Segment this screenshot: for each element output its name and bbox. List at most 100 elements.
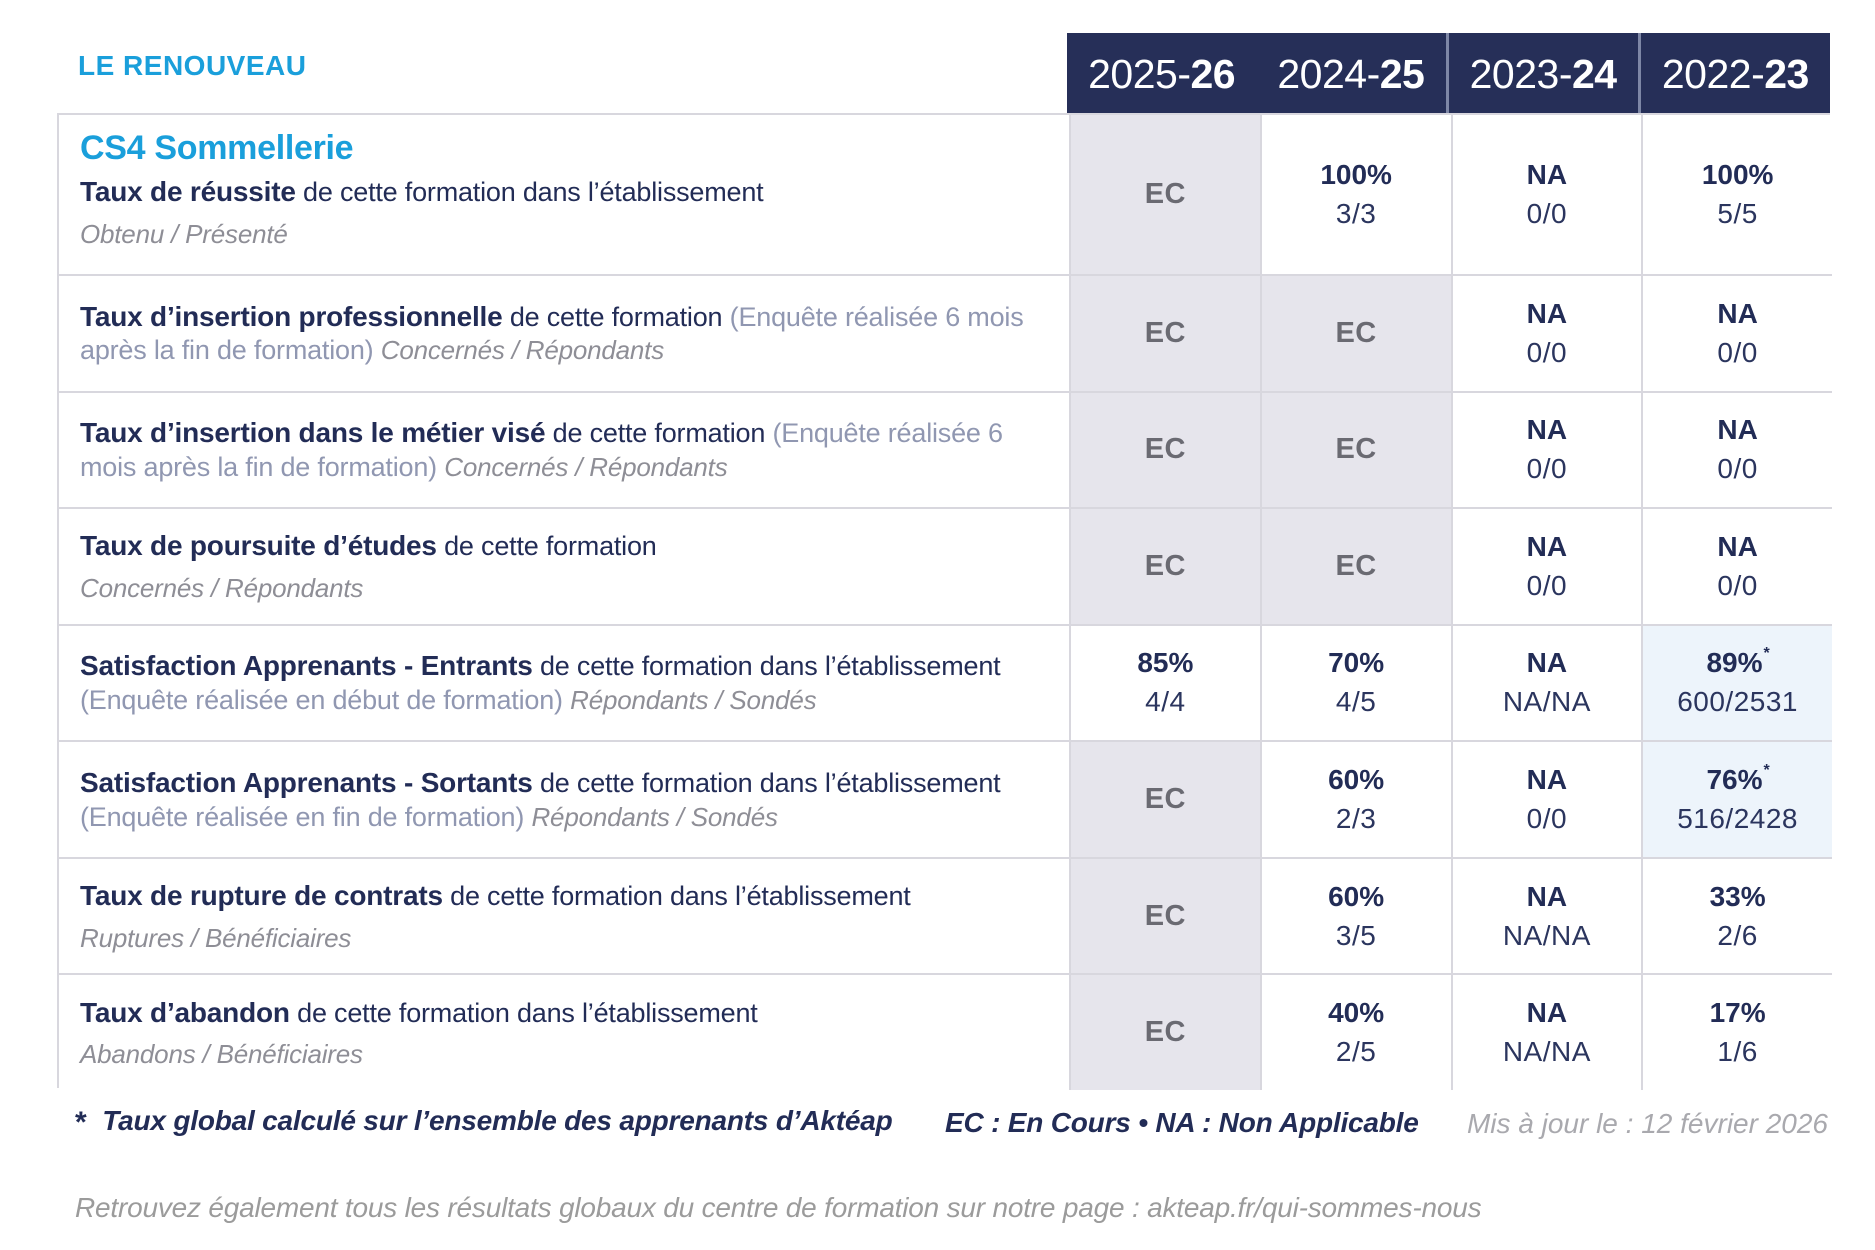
metric-label-cell: CS4 Sommellerie Taux de réussite de cette… <box>59 115 1069 274</box>
percentage-value: 85% <box>1137 647 1193 679</box>
metric-label-cell: Taux de poursuite d’études de cette form… <box>59 507 1069 624</box>
metric-value-cell: NA 0/0 <box>1641 390 1832 508</box>
year-prefix: 2024- <box>1277 50 1380 97</box>
percentage-value: NA <box>1527 997 1567 1029</box>
fraction-value: 4/4 <box>1145 686 1186 718</box>
percentage-text: NA <box>1717 297 1758 329</box>
percentage-value: NA <box>1527 298 1567 330</box>
metric-label: Taux de rupture de contrats de cette for… <box>80 878 1043 954</box>
year-header-row: 2025- 26 2024- 25 2023- 24 2022- 23 <box>1067 33 1830 115</box>
metric-description: de cette formation <box>444 531 657 562</box>
percentage-value: NA <box>1527 531 1567 563</box>
percentage-text: 100% <box>1701 159 1774 190</box>
percentage-value: NA <box>1717 531 1757 563</box>
metric-ratio-caption: Répondants / Sondés <box>531 801 778 832</box>
course-title: CS4 Sommellerie <box>80 129 354 167</box>
percentage-value: 100% <box>1702 159 1774 191</box>
metric-label-cell: Taux de rupture de contrats de cette for… <box>59 856 1069 974</box>
metric-value-cell: NA 0/0 <box>1641 274 1832 391</box>
percentage-text: NA <box>1526 159 1568 190</box>
metric-value-cell: NA 0/0 <box>1450 390 1642 508</box>
establishment-name: LE RENOUVEAU <box>78 50 307 81</box>
year-prefix: 2022- <box>1661 50 1765 97</box>
metric-label: Taux de poursuite d’études de cette form… <box>80 528 1043 604</box>
percentage-text: NA <box>1526 880 1568 912</box>
metric-ratio-caption: Concernés / Répondants <box>444 451 728 482</box>
fraction-value: NA/NA <box>1502 1036 1591 1068</box>
percentage-value: 76%* <box>1706 762 1769 796</box>
percentage-text: NA <box>1526 530 1568 562</box>
metric-description: de cette formation dans l’établissement <box>303 177 764 207</box>
metric-value-cell: EC <box>1069 390 1260 508</box>
fraction-value: 600/2531 <box>1677 686 1799 718</box>
metric-label: Satisfaction Apprenants - Entrants de ce… <box>80 648 1043 718</box>
percentage-text: 70% <box>1328 647 1385 679</box>
metric-label-cell: Satisfaction Apprenants - Entrants de ce… <box>59 623 1069 741</box>
metric-title: Taux de réussite <box>80 176 296 207</box>
year-column-header: 2022- 23 <box>1637 33 1830 115</box>
metric-label-cell: Taux d’insertion dans le métier visé de … <box>59 390 1069 508</box>
metric-value-cell: NA 0/0 <box>1450 115 1642 274</box>
in-progress-value: EC <box>1144 783 1187 816</box>
fraction-value: 0/0 <box>1717 569 1758 601</box>
metric-title: Satisfaction Apprenants - Entrants <box>80 650 533 682</box>
metric-value-cell: 70% 4/5 <box>1259 623 1451 741</box>
last-updated-date: Mis à jour le : 12 février 2026 <box>1466 1108 1828 1139</box>
year-suffix: 26 <box>1190 50 1236 97</box>
metric-description: de cette formation dans l’établissement <box>539 651 1001 682</box>
in-progress-value: EC <box>1335 433 1377 466</box>
fraction-value: 3/3 <box>1335 198 1377 229</box>
percentage-text: NA <box>1717 414 1758 446</box>
metric-description: de cette formation dans l’établissement <box>297 997 758 1028</box>
percentage-value: NA <box>1527 881 1567 913</box>
percentage-value: 40% <box>1328 997 1384 1029</box>
metric-survey-note: (Enquête réalisée en fin de formation) <box>80 801 525 832</box>
percentage-text: NA <box>1526 414 1568 446</box>
metric-value-cell: EC <box>1069 740 1260 857</box>
metric-description: de cette formation <box>509 301 723 332</box>
fraction-value: 1/6 <box>1717 1036 1758 1068</box>
year-column-header: 2024- 25 <box>1256 33 1445 115</box>
percentage-value: 60% <box>1328 764 1384 796</box>
in-progress-value: EC <box>1144 316 1187 349</box>
metric-value-cell: 100% 5/5 <box>1641 115 1832 274</box>
fraction-value: 0/0 <box>1717 453 1758 485</box>
metric-value-cell: 100% 3/3 <box>1259 115 1451 274</box>
percentage-text: 100% <box>1320 159 1392 190</box>
year-suffix: 24 <box>1572 50 1617 97</box>
metric-value-cell: EC <box>1069 115 1260 274</box>
abbreviation-legend: EC : En Cours • NA : Non Applicable <box>945 1107 1419 1138</box>
metric-title: Taux d’abandon <box>80 996 290 1028</box>
fraction-value: 0/0 <box>1526 569 1568 601</box>
metric-label: Taux d’insertion professionnelle de cett… <box>80 299 1043 369</box>
global-rate-asterisk: * <box>1763 645 1770 663</box>
percentage-text: 40% <box>1328 997 1385 1029</box>
fraction-value: 0/0 <box>1717 336 1758 368</box>
metric-value-cell: 89%* 600/2531 <box>1641 623 1832 741</box>
fraction-value: 4/5 <box>1335 686 1377 718</box>
fraction-value: 0/0 <box>1526 453 1568 485</box>
fraction-value: 0/0 <box>1526 336 1568 368</box>
in-progress-value: EC <box>1335 316 1377 349</box>
percentage-value: NA <box>1527 414 1567 446</box>
metric-value-cell: NA NA/NA <box>1450 973 1642 1090</box>
percentage-value: 17% <box>1710 997 1766 1029</box>
metric-value-cell: EC <box>1069 856 1260 974</box>
metric-value-cell: NA 0/0 <box>1450 274 1642 391</box>
percentage-value: 33% <box>1710 881 1766 913</box>
metric-label-cell: Taux d’insertion professionnelle de cett… <box>59 274 1069 391</box>
metric-value-cell: EC <box>1069 973 1260 1090</box>
percentage-value: NA <box>1527 647 1567 679</box>
metric-description: de cette formation <box>552 418 766 449</box>
year-column-header: 2023- 24 <box>1445 33 1638 115</box>
fraction-value: 2/3 <box>1335 803 1377 835</box>
year-prefix: 2025- <box>1088 50 1191 97</box>
fraction-value: 0/0 <box>1526 803 1568 835</box>
metric-value-cell: NA 0/0 <box>1450 507 1642 624</box>
fraction-value: 516/2428 <box>1677 803 1799 835</box>
metric-label: Taux d’insertion dans le métier visé de … <box>80 415 1043 485</box>
metric-value-cell: 60% 3/5 <box>1259 856 1451 974</box>
percentage-text: 33% <box>1709 880 1766 912</box>
metric-title: Taux d’insertion professionnelle <box>80 300 503 332</box>
results-table: CS4 Sommellerie Taux de réussite de cette… <box>57 113 1832 1090</box>
